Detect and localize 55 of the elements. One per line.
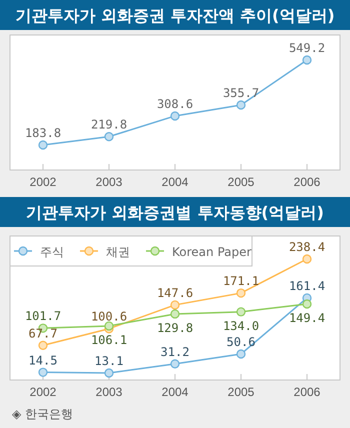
- data-label: 183.8: [24, 126, 62, 140]
- data-label: 106.1: [90, 332, 128, 347]
- point: [104, 321, 114, 331]
- data-label: 355.7: [222, 86, 260, 100]
- data-label: 219.8: [90, 118, 128, 132]
- x-tick-label: 2006: [294, 175, 321, 189]
- data-label: 101.7: [24, 309, 62, 324]
- text: ◈ 한국은행: [12, 407, 74, 421]
- point: [236, 349, 246, 359]
- data-label: 13.1: [94, 354, 124, 368]
- data-label: 134.0: [222, 318, 260, 333]
- legend-label: Korean Paper: [172, 245, 252, 259]
- point: [104, 132, 114, 142]
- point: [38, 140, 48, 150]
- data-label: 308.6: [156, 96, 194, 111]
- data-label: 14.5: [28, 353, 58, 368]
- point: [38, 368, 48, 377]
- legend-label: 주식: [40, 245, 64, 259]
- point: [302, 254, 312, 264]
- x-tick-label: 2004: [162, 175, 189, 189]
- point: [170, 359, 180, 368]
- point: [236, 288, 246, 298]
- data-label: 100.6: [90, 310, 128, 324]
- point: [302, 55, 312, 65]
- x-tick-label: 2003: [96, 385, 123, 399]
- point: [104, 368, 114, 378]
- data-label: 549.2: [288, 41, 326, 55]
- chart-title: 기관투자가 외화증권 투자잔액 추이(억달러): [15, 6, 335, 25]
- point: [170, 309, 180, 319]
- x-tick-label: 2002: [30, 175, 57, 189]
- x-tick-label: 2005: [228, 385, 255, 399]
- x-tick-label: 2002: [30, 385, 57, 399]
- data-label: 147.6: [156, 286, 194, 300]
- data-label: 149.4: [288, 311, 326, 326]
- data-label: 50.6: [226, 335, 256, 350]
- point: [302, 299, 312, 309]
- x-tick-label: 2003: [96, 175, 123, 189]
- point: [236, 307, 246, 316]
- data-label: 238.4: [288, 240, 326, 254]
- point: [38, 340, 48, 350]
- title-bar: 기관투자가 외화증권별 투자동향(억달러): [0, 197, 350, 227]
- chart-title: 기관투자가 외화증권별 투자동향(억달러): [26, 203, 324, 222]
- data-label: 129.8: [156, 320, 194, 335]
- data-label: 161.4: [288, 278, 326, 293]
- x-tick-label: 2005: [228, 175, 255, 189]
- data-label: 31.2: [160, 344, 190, 359]
- point: [170, 300, 180, 310]
- point: [170, 111, 180, 121]
- data-label: 171.1: [222, 274, 260, 288]
- x-tick-label: 2006: [294, 385, 321, 399]
- title-bar: 기관투자가 외화증권 투자잔액 추이(억달러): [0, 0, 350, 30]
- legend-label: 채권: [106, 245, 130, 259]
- data-label: 67.7: [28, 326, 58, 340]
- point: [236, 100, 246, 110]
- x-tick-label: 2004: [162, 385, 189, 399]
